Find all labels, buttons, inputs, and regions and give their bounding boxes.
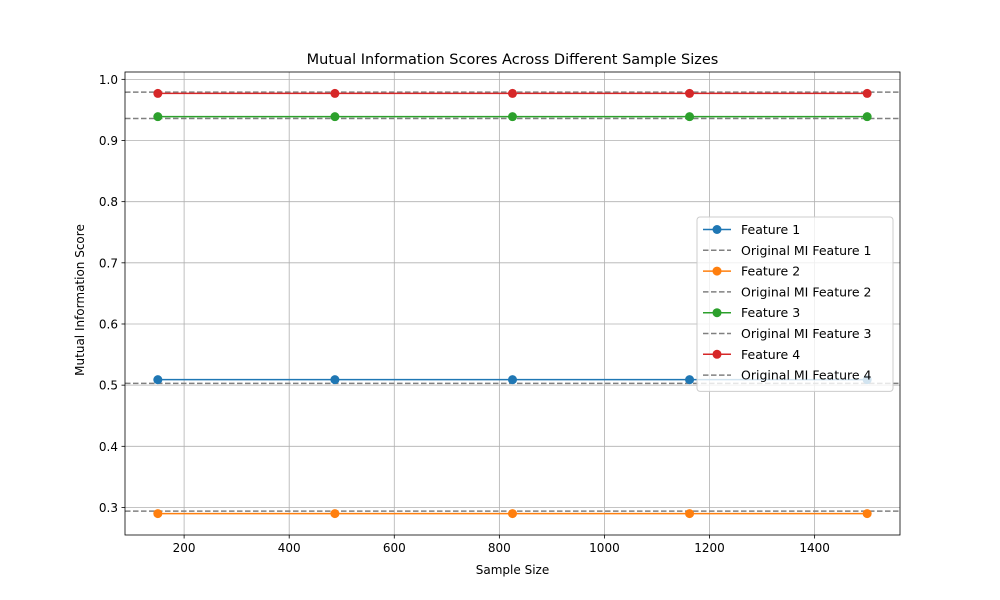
x-tick-label: 800 <box>488 541 511 555</box>
legend: Feature 1 Original MI Feature 1 Feature 2 O… <box>696 216 894 392</box>
x-tick-label: 1000 <box>589 541 620 555</box>
x-tick-label: 1400 <box>799 541 830 555</box>
data-point-feature-3 <box>330 112 340 122</box>
chart-title: Mutual Information Scores Across Differe… <box>307 52 719 68</box>
y-axis-label: Mutual Information Score <box>73 224 87 376</box>
data-point-feature-3 <box>685 112 695 122</box>
legend-label: Original MI Feature 1 <box>741 243 872 258</box>
legend-label: Feature 3 <box>741 305 800 320</box>
axes: 200 400 600 800 1000 1200 1400 0.3 0.4 0.5 0.6 0.7 0… <box>99 71 901 555</box>
x-tick-label: 600 <box>383 541 406 555</box>
data-point-feature-2 <box>685 509 695 519</box>
legend-marker-feature-3 <box>712 308 722 318</box>
legend-marker-feature-1 <box>712 225 722 234</box>
y-tick-label: 0.5 <box>99 379 118 393</box>
data-point-feature-4 <box>862 88 872 98</box>
data-point-feature-2 <box>508 509 517 519</box>
data-point-feature-3 <box>508 112 517 122</box>
legend-marker-feature-4 <box>712 349 722 359</box>
legend-label: Original MI Feature 3 <box>741 326 872 341</box>
y-tick-label: 0.7 <box>99 256 118 270</box>
data-point-feature-1 <box>508 375 517 385</box>
data-point-feature-4 <box>685 88 695 98</box>
x-tick-label: 400 <box>278 541 301 555</box>
legend-label: Original MI Feature 4 <box>741 368 872 383</box>
data-series <box>153 88 872 519</box>
legend-label: Feature 1 <box>741 222 800 237</box>
plot-frame <box>124 71 901 536</box>
data-point-feature-1 <box>153 375 163 385</box>
x-tick-label: 1200 <box>694 541 725 555</box>
data-point-feature-2 <box>862 509 872 519</box>
legend-label: Feature 4 <box>741 347 800 362</box>
y-tick-label: 0.4 <box>99 440 118 454</box>
data-point-feature-3 <box>862 112 872 122</box>
y-tick-label: 1.0 <box>99 73 118 87</box>
data-point-feature-2 <box>330 509 340 519</box>
x-tick-label: 200 <box>173 541 196 555</box>
data-point-feature-4 <box>508 88 517 98</box>
data-point-feature-4 <box>330 88 340 98</box>
legend-label: Feature 2 <box>741 264 800 279</box>
data-point-feature-3 <box>153 112 163 122</box>
legend-label: Original MI Feature 2 <box>741 284 872 299</box>
y-tick-label: 0.8 <box>99 195 118 209</box>
data-point-feature-1 <box>330 375 340 385</box>
y-tick-label: 0.9 <box>99 134 118 148</box>
data-point-feature-2 <box>153 509 163 519</box>
data-point-feature-1 <box>685 375 695 385</box>
legend-box <box>696 216 894 392</box>
y-tick-label: 0.6 <box>99 317 118 331</box>
x-axis-label: Sample Size <box>476 563 549 577</box>
legend-marker-feature-2 <box>712 266 722 276</box>
y-tick-label: 0.3 <box>99 501 118 515</box>
data-point-feature-4 <box>153 88 163 98</box>
